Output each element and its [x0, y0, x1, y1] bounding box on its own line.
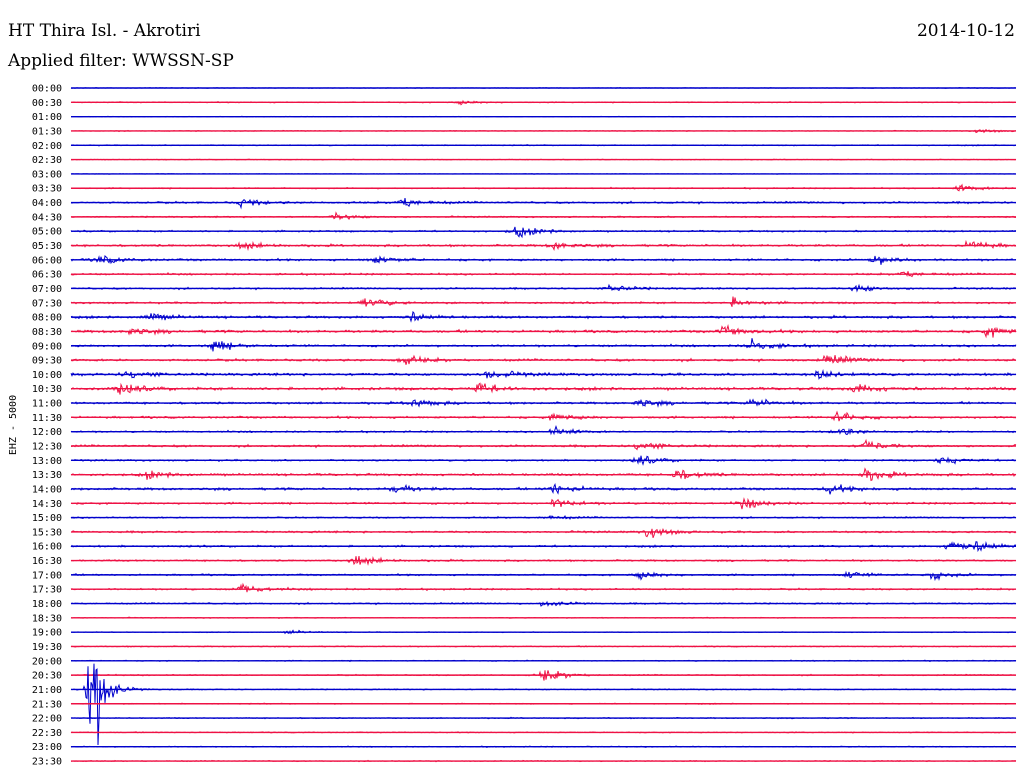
trace-line: [70, 527, 1017, 539]
trace-line: [70, 211, 1017, 221]
tick-label: 21:00: [32, 685, 62, 696]
tick-label: 00:00: [32, 84, 62, 95]
tick-label: 12:00: [32, 427, 62, 438]
tick-label: 17:30: [32, 585, 62, 596]
tick-label: 23:00: [32, 742, 62, 753]
tick-label: 20:00: [32, 656, 62, 667]
tick-label: 18:30: [32, 613, 62, 624]
station-title: HT Thira Isl. - Akrotiri: [8, 21, 201, 41]
record-date: 2014-10-12: [917, 21, 1015, 41]
tick-label: 11:30: [32, 413, 62, 424]
tick-label: 02:30: [32, 155, 62, 166]
tick-label: 06:30: [32, 270, 62, 281]
tick-label: 08:00: [32, 313, 62, 324]
tick-label: 15:30: [32, 527, 62, 538]
tick-label: 22:00: [32, 714, 62, 725]
trace-line: [70, 338, 1017, 352]
tick-label: 01:30: [32, 127, 62, 138]
tick-label: 09:00: [32, 341, 62, 352]
tick-label: 17:00: [32, 570, 62, 581]
tick-label: 00:30: [32, 98, 62, 109]
tick-label: 18:00: [32, 599, 62, 610]
tick-label: 03:30: [32, 184, 62, 195]
tick-label: 20:30: [32, 671, 62, 682]
tick-label: 22:30: [32, 728, 62, 739]
time-tick-labels: 00:00 00:30 01:00 01:30 02:00 02:30 03:00 03:30…: [32, 84, 62, 768]
tick-label: 08:30: [32, 327, 62, 338]
filter-subtitle: Applied filter: WWSSN-SP: [7, 51, 234, 71]
tick-label: 23:30: [32, 757, 62, 768]
tick-label: 04:00: [32, 198, 62, 209]
tick-label: 11:00: [32, 399, 62, 410]
tick-label: 10:00: [32, 370, 62, 381]
tick-label: 03:00: [32, 169, 62, 180]
trace-line: [70, 570, 1017, 582]
tick-label: 10:30: [32, 384, 62, 395]
channel-label: EHZ - 5000: [8, 395, 19, 455]
tick-label: 16:00: [32, 542, 62, 553]
tick-label: 02:00: [32, 141, 62, 152]
tick-label: 19:00: [32, 628, 62, 639]
tick-label: 04:30: [32, 212, 62, 223]
trace-line: [70, 296, 1017, 307]
tick-label: 13:30: [32, 470, 62, 481]
tick-label: 16:30: [32, 556, 62, 567]
tick-label: 06:00: [32, 255, 62, 266]
tick-label: 19:30: [32, 642, 62, 653]
tick-label: 07:00: [32, 284, 62, 295]
tick-label: 15:00: [32, 513, 62, 524]
tick-label: 14:00: [32, 485, 62, 496]
trace-line: [70, 424, 1017, 436]
tick-label: 07:30: [32, 298, 62, 309]
tick-label: 01:00: [32, 112, 62, 123]
tick-label: 14:30: [32, 499, 62, 510]
tick-label: 12:30: [32, 442, 62, 453]
trace-line: [70, 497, 1017, 510]
tick-label: 05:30: [32, 241, 62, 252]
trace-line: [70, 438, 1017, 451]
seismic-traces: [70, 87, 1017, 763]
trace-line: [70, 410, 1017, 422]
tick-label: 05:00: [32, 227, 62, 238]
trace-line: [70, 582, 1017, 593]
tick-label: 09:30: [32, 356, 62, 367]
tick-label: 21:30: [32, 699, 62, 710]
tick-label: 13:00: [32, 456, 62, 467]
